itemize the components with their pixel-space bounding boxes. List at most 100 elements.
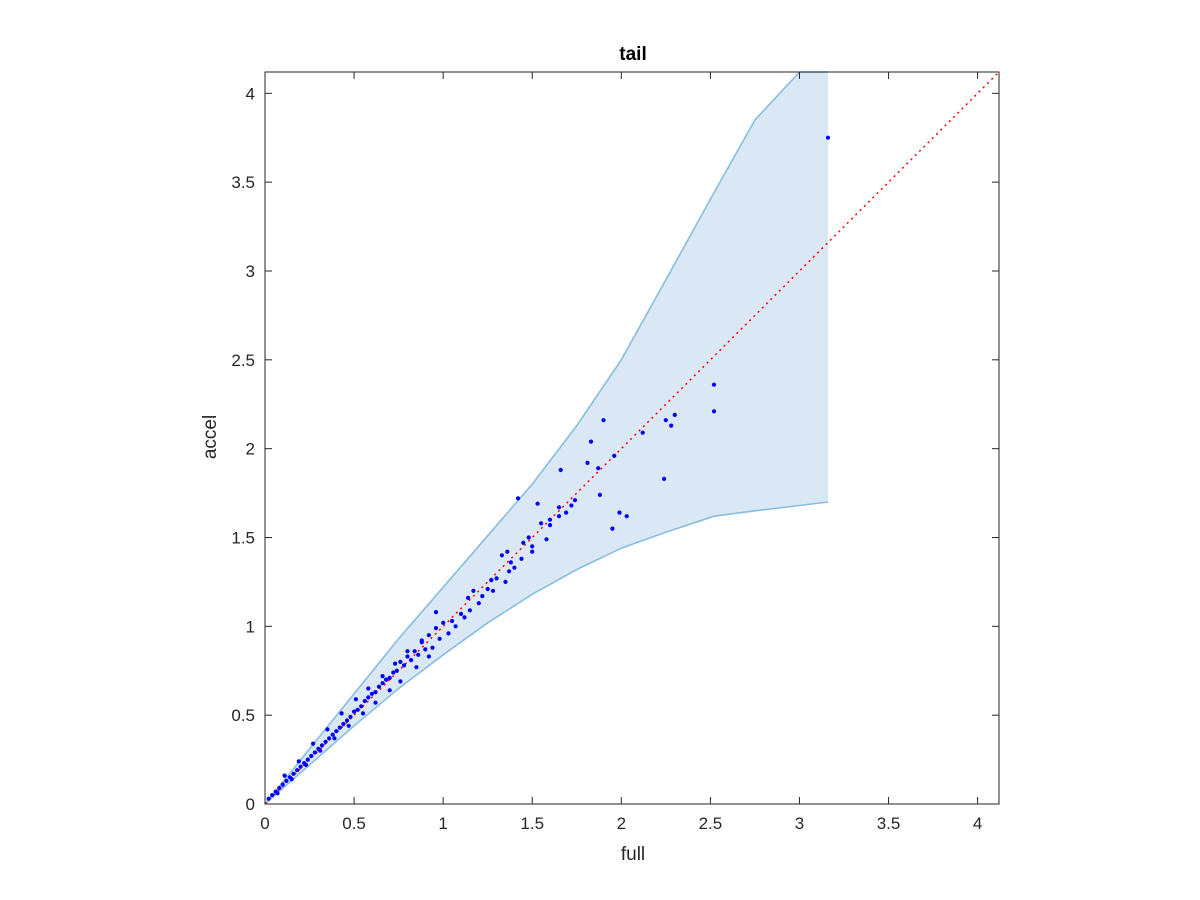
data-point xyxy=(441,620,446,625)
data-points xyxy=(266,135,831,801)
y-tick-label: 0 xyxy=(246,795,255,814)
data-point xyxy=(558,467,563,473)
quantile-band xyxy=(264,71,829,805)
band-lower-edge xyxy=(264,501,829,805)
data-point xyxy=(539,521,544,526)
data-point xyxy=(535,501,540,506)
data-point xyxy=(508,560,513,565)
data-point xyxy=(544,537,549,542)
data-point xyxy=(360,711,366,716)
data-point xyxy=(556,505,562,510)
data-point xyxy=(585,460,590,465)
data-point xyxy=(569,503,574,508)
data-point xyxy=(640,430,645,435)
x-tick-label: 4 xyxy=(973,814,982,833)
y-axis-label: accel xyxy=(200,415,221,459)
data-point xyxy=(564,510,569,515)
data-point xyxy=(480,594,485,599)
data-point xyxy=(426,633,431,638)
data-point xyxy=(387,688,392,693)
data-point xyxy=(617,510,622,515)
data-point xyxy=(282,773,287,778)
data-point xyxy=(394,668,399,673)
data-point xyxy=(414,665,419,670)
x-tick-label: 0.5 xyxy=(342,814,366,833)
data-point xyxy=(359,704,364,709)
data-point xyxy=(398,679,403,684)
y-tick-label: 3.5 xyxy=(231,173,255,192)
data-point xyxy=(344,718,350,723)
data-point xyxy=(711,409,717,414)
data-point xyxy=(416,652,421,657)
data-point xyxy=(353,697,358,702)
plot-box xyxy=(264,71,1000,805)
data-point xyxy=(380,674,385,679)
data-point xyxy=(503,579,508,585)
data-point xyxy=(433,610,439,615)
data-point xyxy=(298,764,303,769)
data-point xyxy=(289,777,294,782)
data-point xyxy=(295,768,300,773)
band-fill xyxy=(265,72,828,804)
data-point xyxy=(270,793,275,798)
data-point xyxy=(458,611,464,617)
data-point xyxy=(380,681,385,686)
data-point xyxy=(476,601,481,606)
data-point xyxy=(337,725,342,730)
data-point xyxy=(319,743,325,748)
data-point xyxy=(296,759,301,764)
data-point xyxy=(332,736,337,741)
data-point xyxy=(334,729,339,734)
data-point xyxy=(462,615,467,620)
data-point xyxy=(507,569,512,574)
data-point xyxy=(409,658,414,663)
x-tick-label: 3 xyxy=(795,814,804,833)
data-point xyxy=(373,700,378,705)
data-point xyxy=(325,727,330,732)
data-point xyxy=(547,523,553,528)
data-point xyxy=(405,654,410,659)
x-tick-label: 3.5 xyxy=(877,814,901,833)
data-point xyxy=(672,412,677,417)
data-point xyxy=(401,663,407,668)
chart-title: tail xyxy=(619,44,646,65)
x-tick-label: 2 xyxy=(617,814,626,833)
data-point xyxy=(572,498,578,503)
data-point xyxy=(311,741,316,746)
data-point xyxy=(521,540,526,545)
y-tick-label: 2.5 xyxy=(231,351,255,370)
data-point xyxy=(588,439,594,444)
data-point xyxy=(433,626,439,631)
data-point xyxy=(662,476,667,481)
x-tick-label: 1 xyxy=(438,814,447,833)
data-point xyxy=(305,757,310,762)
y-tick-label: 1.5 xyxy=(231,528,255,547)
data-point xyxy=(530,544,535,549)
data-point xyxy=(466,595,471,601)
data-point xyxy=(526,535,531,540)
data-point xyxy=(280,782,285,787)
data-point xyxy=(346,723,351,728)
data-point xyxy=(426,654,431,659)
data-point xyxy=(499,553,504,558)
data-point xyxy=(384,677,389,682)
data-point xyxy=(596,466,601,471)
data-point xyxy=(355,707,360,712)
data-point xyxy=(547,517,553,522)
data-point xyxy=(303,762,309,768)
data-point xyxy=(494,576,499,581)
data-point xyxy=(610,526,615,531)
data-point xyxy=(312,750,317,755)
data-point xyxy=(339,711,344,716)
data-point xyxy=(323,739,328,744)
data-point xyxy=(266,796,271,801)
data-point xyxy=(373,690,378,695)
data-point xyxy=(515,496,521,501)
data-point xyxy=(352,709,357,714)
data-point xyxy=(376,684,382,689)
data-point xyxy=(369,691,374,696)
data-point xyxy=(624,514,629,519)
data-point xyxy=(341,721,346,727)
data-point xyxy=(327,736,332,741)
x-tick-label: 0 xyxy=(260,814,269,833)
